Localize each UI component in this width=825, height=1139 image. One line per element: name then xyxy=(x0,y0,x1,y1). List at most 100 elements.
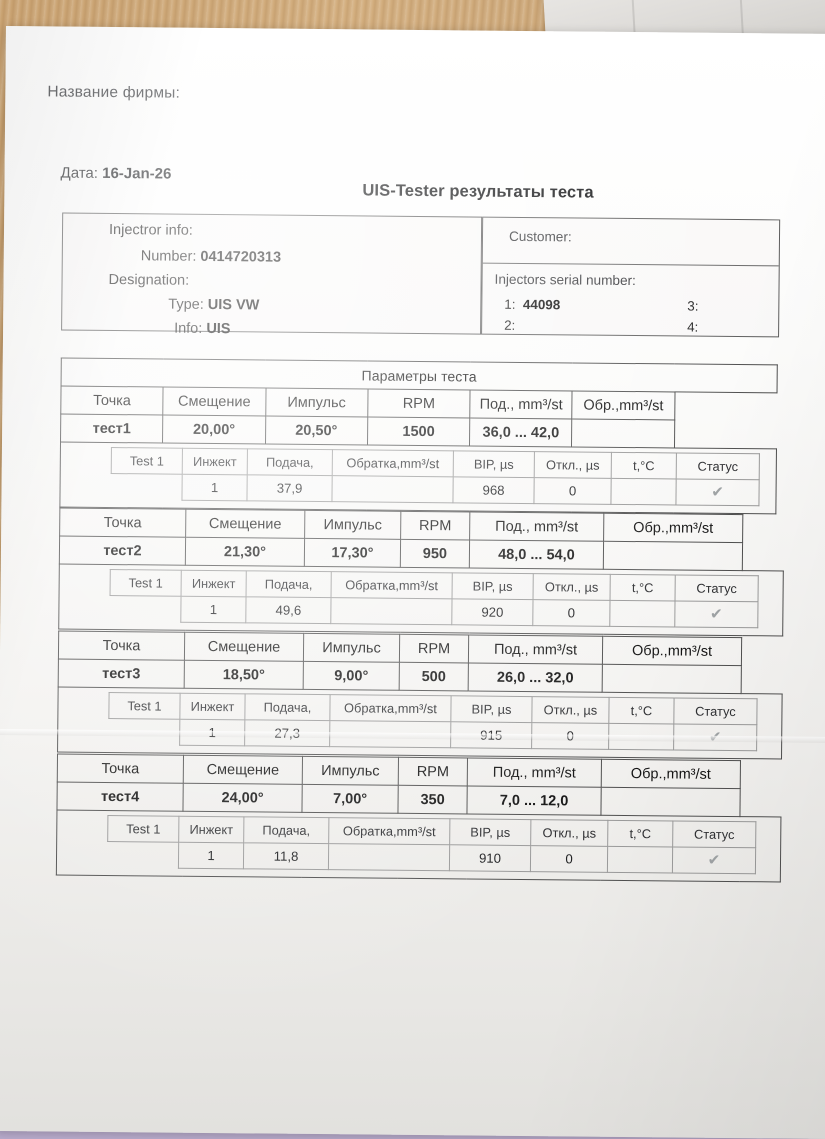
inner-header-test: Test 1 xyxy=(108,816,179,843)
value-point: тест4 xyxy=(57,782,183,811)
inner-header-test: Test 1 xyxy=(110,570,181,597)
value-pad xyxy=(741,666,782,694)
inner-header-dev: Откл., µs xyxy=(533,574,610,601)
customer-heading: Customer: xyxy=(509,229,572,245)
value-return xyxy=(603,541,742,570)
inner-header-dev: Откл., µs xyxy=(532,697,609,724)
injector-info-label: Info: xyxy=(174,321,202,337)
serial-3-label: 3: xyxy=(687,299,698,314)
header-impulse: Импульс xyxy=(305,510,401,539)
row-test xyxy=(107,842,178,869)
inner-holder-row: Test 1 Инжект Подача, Обратка,mm³/st BIP… xyxy=(60,442,777,514)
injector-type-label: Type: xyxy=(168,297,204,313)
header-offset: Смещение xyxy=(163,387,266,416)
row-inject: 1 xyxy=(178,842,243,869)
test-block-1: Параметры теста Точка Смещение Импульс R… xyxy=(59,358,777,515)
inner-header-delivery: Подача, xyxy=(244,817,329,844)
serial-2-row: 2: xyxy=(504,318,523,333)
serial-4-row: 4: xyxy=(687,320,706,335)
row-return xyxy=(328,844,449,871)
inner-header-test: Test 1 xyxy=(111,448,182,475)
injector-info-heading: Injectror info: xyxy=(109,222,193,239)
row-inject: 1 xyxy=(181,596,246,623)
header-point: Точка xyxy=(57,754,183,783)
table-row: 1 37,9 968 0 ✔ xyxy=(111,474,759,506)
value-delivery: 48,0 ... 54,0 xyxy=(469,540,603,569)
row-delivery: 27,3 xyxy=(245,720,330,747)
value-pad xyxy=(674,420,777,449)
row-dev: 0 xyxy=(533,600,610,627)
header-pad xyxy=(740,761,781,789)
header-return: Обр.,mm³/st xyxy=(572,391,675,420)
header-offset: Смещение xyxy=(184,632,303,661)
row-temp xyxy=(610,600,675,627)
serial-1-label: 1: xyxy=(504,297,515,312)
header-pad xyxy=(741,638,782,666)
inner-header-status: Статус xyxy=(675,575,758,602)
value-offset: 20,00° xyxy=(163,415,266,444)
header-impulse: Импульс xyxy=(265,388,368,417)
page-title: UIS-Tester результаты теста xyxy=(362,181,593,202)
value-point: тест1 xyxy=(61,414,164,443)
inner-holder-cell: Test 1 Инжект Подача, Обратка,mm³/st BIP… xyxy=(60,442,777,514)
inner-holder-cell: Test 1 Инжект Подача, Обратка,mm³/st BIP… xyxy=(59,564,783,636)
value-impulse: 20,50° xyxy=(265,416,368,445)
inner-header-inject: Инжект xyxy=(179,816,244,843)
injector-designation-label: Designation: xyxy=(108,272,189,289)
value-offset: 18,50° xyxy=(184,660,303,689)
row-temp xyxy=(611,478,676,505)
measurement-wrap-3: Test 1 Инжект Подача, Обратка,mm³/st BIP… xyxy=(108,692,748,751)
serial-3-row: 3: xyxy=(687,299,706,314)
test-parameters-table-3: Точка Смещение Импульс RPM Под., mm³/st … xyxy=(57,631,783,760)
injector-info-value: UIS xyxy=(206,321,230,337)
table-row: 1 27,3 915 0 ✔ xyxy=(109,719,757,751)
header-pad xyxy=(674,392,777,421)
value-pad xyxy=(740,789,781,817)
row-temp xyxy=(607,846,672,873)
row-delivery: 11,8 xyxy=(243,843,328,870)
inner-header-dev: Откл., µs xyxy=(531,820,608,847)
inner-header-status: Статус xyxy=(674,698,757,725)
serial-1-row: 1: 44098 xyxy=(504,297,560,313)
inner-header-return: Обратка,mm³/st xyxy=(330,695,451,722)
inner-header-bip: BIP, µs xyxy=(453,451,534,478)
status-ok-icon: ✔ xyxy=(711,484,724,501)
measurement-table-2: Test 1 Инжект Подача, Обратка,mm³/st BIP… xyxy=(109,569,758,628)
injector-designation-row: Designation: xyxy=(108,272,189,289)
test-parameters-table-4: Точка Смещение Импульс RPM Под., mm³/st … xyxy=(56,754,782,883)
header-delivery: Под., mm³/st xyxy=(470,512,604,541)
measurement-table-4: Test 1 Инжект Подача, Обратка,mm³/st BIP… xyxy=(107,815,756,874)
inner-holder-cell: Test 1 Инжект Подача, Обратка,mm³/st BIP… xyxy=(58,687,782,759)
value-rpm: 1500 xyxy=(367,417,470,446)
inner-header-test: Test 1 xyxy=(109,693,180,720)
header-delivery: Под., mm³/st xyxy=(467,758,601,787)
value-return xyxy=(572,419,675,448)
header-delivery: Под., mm³/st xyxy=(468,635,602,664)
header-rpm: RPM xyxy=(368,389,471,418)
header-delivery: Под., mm³/st xyxy=(470,390,573,419)
status-ok-icon: ✔ xyxy=(710,606,723,623)
value-impulse: 7,00° xyxy=(302,784,398,813)
row-bip: 915 xyxy=(451,722,532,749)
row-dev: 0 xyxy=(534,478,611,505)
row-status: ✔ xyxy=(672,847,755,874)
inner-header-return: Обратка,mm³/st xyxy=(331,572,452,599)
table-row: 1 49,6 920 0 ✔ xyxy=(110,596,758,628)
inner-header-status: Статус xyxy=(676,453,759,480)
inner-holder-row: Test 1 Инжект Подача, Обратка,mm³/st BIP… xyxy=(59,564,783,636)
date-value: 16-Jan-26 xyxy=(102,165,171,183)
serial-1-value: 44098 xyxy=(523,297,560,312)
header-rpm: RPM xyxy=(399,634,468,663)
header-return: Обр.,mm³/st xyxy=(604,513,743,542)
inner-header-temp: t,°C xyxy=(611,452,676,479)
measurement-wrap-1: Test 1 Инжект Подача, Обратка,mm³/st BIP… xyxy=(110,447,750,506)
value-offset: 21,30° xyxy=(185,537,304,566)
inner-holder-cell: Test 1 Инжект Подача, Обратка,mm³/st BIP… xyxy=(56,810,780,882)
status-ok-icon: ✔ xyxy=(708,852,721,869)
injector-info-row: Info: UIS xyxy=(174,321,231,338)
date-label: Дата: xyxy=(61,165,99,182)
value-delivery: 7,0 ... 12,0 xyxy=(467,786,601,815)
header-point: Точка xyxy=(60,508,186,537)
header-impulse: Импульс xyxy=(303,633,399,662)
row-inject: 1 xyxy=(182,474,247,501)
